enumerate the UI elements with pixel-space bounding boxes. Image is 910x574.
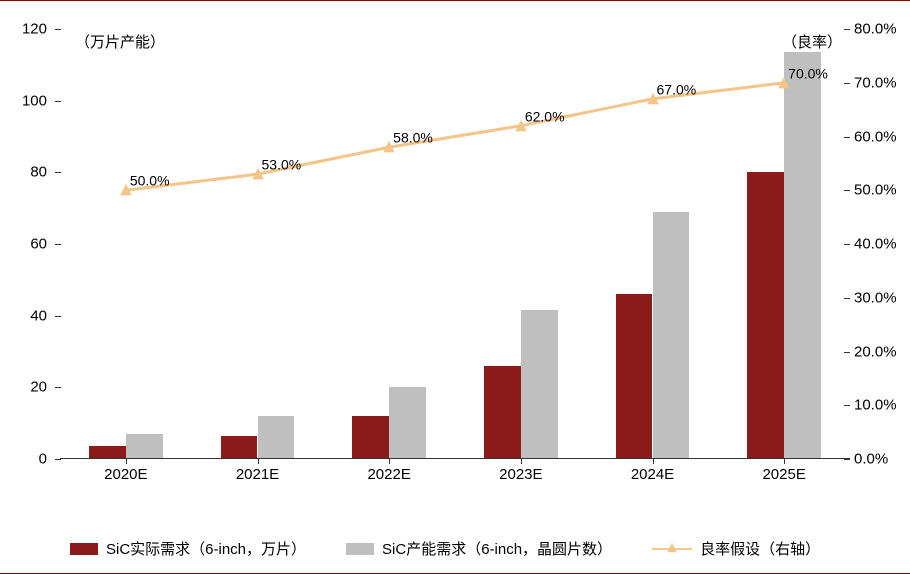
bar (653, 212, 690, 459)
legend-item: 良率假设（右轴） (652, 538, 820, 559)
legend-label: SiC实际需求（6-inch，万片） (106, 538, 306, 559)
bars-layer (60, 29, 850, 459)
line-data-label: 58.0% (393, 130, 433, 146)
bar (221, 436, 258, 459)
legend-swatch (70, 543, 98, 555)
bar (126, 434, 163, 459)
plot-area: 50.0% 53.0% 58.0% 62.0% 67.0% 70.0% (60, 29, 850, 459)
y-right-tick: 40.0% (854, 237, 897, 252)
y-left-tick: 100 (22, 93, 47, 108)
y-right-tick: 80.0% (854, 22, 897, 37)
y-left-tick: 120 (22, 22, 47, 37)
line-data-label: 67.0% (657, 81, 697, 97)
legend-label: 良率假设（右轴） (700, 538, 820, 559)
line-data-label: 70.0% (788, 65, 828, 81)
y-right-tick: 50.0% (854, 183, 897, 198)
y-right-tick: 10.0% (854, 398, 897, 413)
legend-item: SiC产能需求（6-inch，晶圆片数） (346, 538, 612, 559)
bar (521, 310, 558, 459)
x-tick: 2025E (762, 466, 805, 483)
x-tick: 2020E (104, 466, 147, 483)
x-tick: 2022E (367, 466, 410, 483)
x-tick: 2023E (499, 466, 542, 483)
x-tick: 2021E (236, 466, 279, 483)
bar (484, 366, 521, 459)
line-data-label: 50.0% (130, 173, 170, 189)
bar (258, 416, 295, 459)
y-right-tick: 0.0% (854, 452, 888, 467)
y-left-tick: 60 (30, 237, 47, 252)
y-left-tick: 20 (30, 380, 47, 395)
line-data-label: 53.0% (262, 157, 302, 173)
y-left-tick: 80 (30, 165, 47, 180)
y-right-tick: 60.0% (854, 129, 897, 144)
legend: SiC实际需求（6-inch，万片） SiC产能需求（6-inch，晶圆片数） 良率… (70, 538, 870, 559)
x-axis: 2020E 2021E 2022E 2023E 2024E 2025E (60, 458, 850, 488)
legend-swatch (652, 542, 692, 556)
x-tick-mark (389, 458, 390, 464)
bar (352, 416, 389, 459)
bar (784, 52, 821, 459)
x-tick-mark (653, 458, 654, 464)
x-tick-mark (784, 458, 785, 464)
y-left-tick: 40 (30, 308, 47, 323)
bar (747, 172, 784, 459)
bar (616, 294, 653, 459)
x-tick: 2024E (631, 466, 674, 483)
y-left-tick: 0 (39, 452, 47, 467)
y-axis-right: 0.0%10.0%20.0%30.0%40.0%50.0%60.0%70.0%8… (850, 29, 910, 459)
x-tick-mark (126, 458, 127, 464)
line-data-label: 62.0% (525, 108, 565, 124)
y-right-tick: 70.0% (854, 75, 897, 90)
legend-label: SiC产能需求（6-inch，晶圆片数） (382, 538, 612, 559)
x-tick-mark (521, 458, 522, 464)
legend-item: SiC实际需求（6-inch，万片） (70, 538, 306, 559)
y-axis-left: 020406080100120 (0, 29, 55, 459)
chart-container: （万片产能） （良率） 020406080100120 0.0%10.0%20.… (0, 0, 910, 574)
y-right-tick: 20.0% (854, 344, 897, 359)
bar (389, 387, 426, 459)
y-right-tick: 30.0% (854, 290, 897, 305)
legend-swatch (346, 543, 374, 555)
x-tick-mark (258, 458, 259, 464)
